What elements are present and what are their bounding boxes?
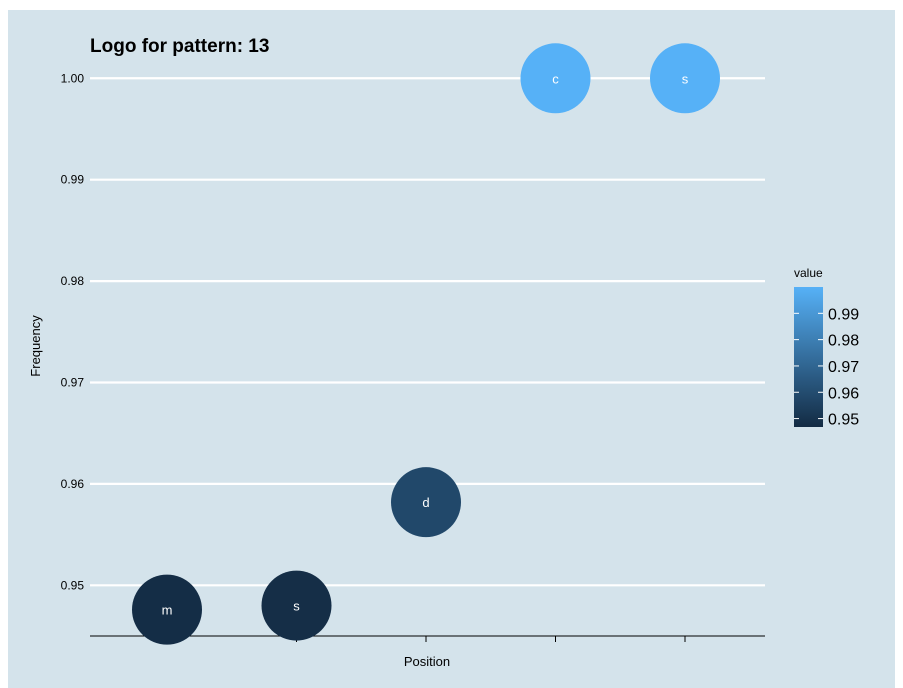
y-tick-label: 0.97: [61, 375, 85, 389]
legend-tick-label: 0.96: [828, 385, 859, 402]
data-point: [520, 43, 591, 114]
y-tick-label: 0.98: [61, 274, 85, 288]
legend-tick-label: 0.99: [828, 306, 859, 323]
data-point: [391, 467, 461, 538]
y-axis-title: Frequency: [28, 315, 43, 377]
chart-title: Logo for pattern: 13: [90, 36, 269, 57]
legend-tick-label: 0.95: [828, 412, 859, 429]
data-point-label: s: [293, 599, 300, 614]
legend-tick-label: 0.98: [828, 333, 859, 350]
data-point-label: c: [552, 71, 559, 86]
data-point-label: m: [162, 603, 173, 618]
x-axis-title: Position: [404, 654, 450, 669]
y-tick-label: 0.99: [61, 173, 85, 187]
data-point-label: d: [422, 495, 429, 510]
legend-title: value: [794, 266, 823, 280]
axes: 0.95 0.96 0.97 0.98 0.99 1.00: [61, 71, 765, 642]
y-tick-label: 0.95: [61, 578, 85, 592]
y-tick-label: 1.00: [61, 71, 85, 85]
data-point-label: s: [682, 71, 689, 86]
plot-background: [8, 10, 895, 688]
data-point: [650, 43, 720, 114]
data-point: [132, 574, 202, 645]
legend: value 0.95 0.96 0.97 0.98 0.99: [794, 266, 859, 429]
y-tick-label: 0.96: [61, 477, 85, 491]
legend-tick-label: 0.97: [828, 359, 859, 376]
legend-colorbar: [794, 287, 823, 427]
data-point: [261, 570, 332, 641]
data-points: m s d c s: [132, 43, 720, 645]
